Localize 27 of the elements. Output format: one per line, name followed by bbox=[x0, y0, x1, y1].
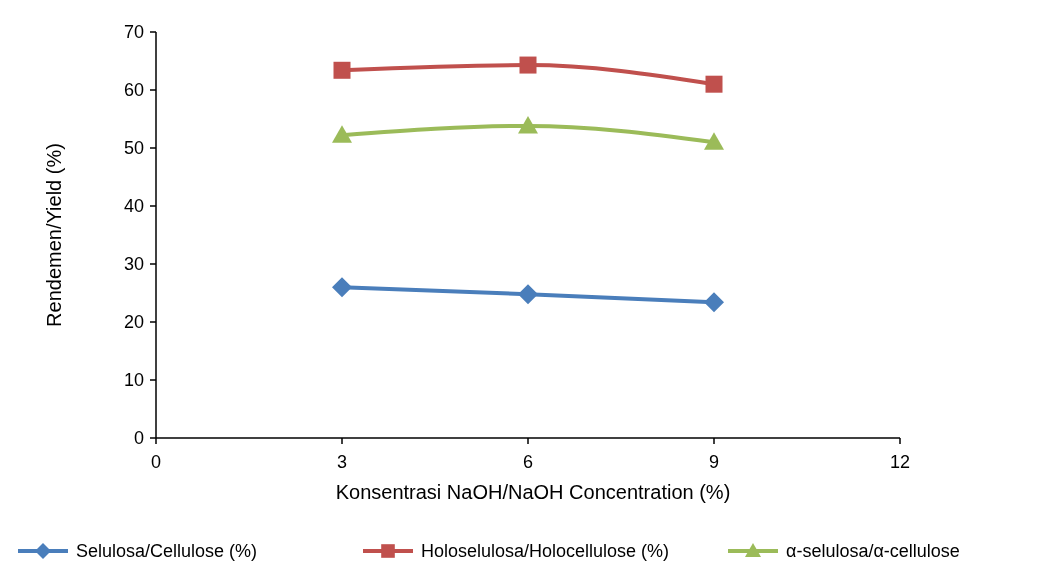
y-tick-label: 0 bbox=[133, 428, 144, 449]
legend-label: Holoselulosa/Holocellulose (%) bbox=[421, 541, 670, 562]
point bbox=[519, 56, 537, 74]
x-tick-label: 6 bbox=[522, 452, 534, 472]
y-tick-label: 40 bbox=[123, 196, 144, 217]
point bbox=[704, 132, 724, 150]
point bbox=[333, 61, 351, 79]
x-tick-label: 9 bbox=[708, 452, 720, 472]
x-tick-label: 3 bbox=[336, 452, 348, 472]
point bbox=[518, 284, 538, 305]
legend-label: α-selulosa/α-cellulose bbox=[786, 541, 960, 562]
y-tick-label: 10 bbox=[123, 370, 144, 391]
y-axis-title: Rendemen/Yield (%) bbox=[43, 143, 65, 327]
y-tick-label: 50 bbox=[123, 138, 144, 159]
y-tick-label: 30 bbox=[123, 254, 144, 275]
y-tick-label: 60 bbox=[123, 80, 144, 101]
point bbox=[518, 115, 538, 134]
y-tick-label: 70 bbox=[123, 22, 144, 43]
x-tick-label: 0 bbox=[150, 452, 162, 472]
point bbox=[704, 292, 724, 313]
y-tick-label: 20 bbox=[123, 312, 144, 333]
point bbox=[332, 277, 352, 298]
x-tick-label: 12 bbox=[889, 452, 911, 472]
legend-label: Selulosa/Cellulose (%) bbox=[76, 541, 258, 562]
x-axis-title: Konsentrasi NaOH/NaOH Concentration (%) bbox=[335, 481, 731, 503]
point bbox=[332, 125, 352, 143]
point bbox=[705, 75, 723, 93]
